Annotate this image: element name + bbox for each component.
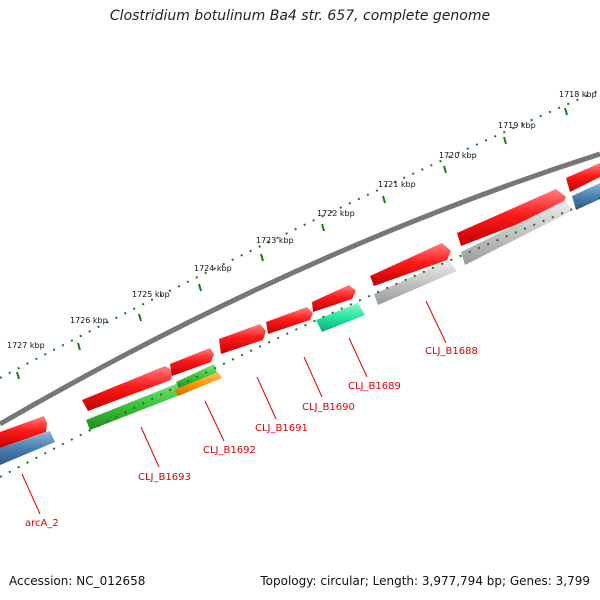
major-tick [382,195,386,204]
major-tick [198,283,202,292]
major-tick [443,165,447,174]
cds-forward [219,324,266,354]
scale-label: 1719 kbp [498,121,536,130]
cds-orange [174,372,222,396]
cds-forward [370,243,451,286]
scale-label: 1722 kbp [317,209,355,218]
leader-line [425,300,447,344]
major-tick [77,342,81,351]
gene-labels: CLJ_B1688 CLJ_B1689 CLJ_B1690 CLJ_B1691 … [25,346,478,529]
gene-label: CLJ_B1691 [255,423,308,434]
scale-label: 1723 kbp [256,236,294,245]
scale-label: 1718 kbp [559,90,597,99]
scale-major-ticks [16,107,568,380]
gene-label: CLJ_B1693 [138,472,191,483]
cds-green [86,380,188,430]
genome-backbone [0,151,600,427]
scale-labels: 1718 kbp 1719 kbp 1720 kbp 1721 kbp 1722… [7,90,597,350]
cds-blue [572,183,600,210]
leader-line [140,426,160,468]
major-tick [321,223,325,232]
scale-label: 1721 kbp [378,180,416,189]
scale-label: 1724 kbp [194,264,232,273]
topology-text: Topology: circular; Length: 3,977,794 bp… [260,574,590,588]
leader-line [303,356,323,398]
cds-forward [266,307,313,334]
scale-label: 1727 kbp [7,341,45,350]
scale-label: 1725 kbp [132,290,170,299]
cds-gray [374,260,457,305]
cds-forward [0,416,47,448]
leader-line [204,400,225,442]
gene-label: CLJ_B1688 [425,346,478,357]
major-tick [16,371,20,380]
leader-line [256,376,277,420]
leader-line [348,337,368,378]
label-leader-lines [21,300,447,515]
inner-dotted-ring [0,197,600,478]
gene-label: arcA_2 [25,518,59,529]
leader-line [21,473,41,515]
cds-forward [566,163,600,192]
gene-label: CLJ_B1692 [203,445,256,456]
gene-label: CLJ_B1689 [348,381,401,392]
cds-forward [170,348,214,376]
map-title: Clostridium botulinum Ba4 str. 657, comp… [109,8,491,24]
cds-blue [0,431,55,465]
gene-label: CLJ_B1690 [302,402,355,413]
scale-label: 1726 kbp [70,316,108,325]
cds-teal [316,303,365,332]
scale-label: 1720 kbp [439,151,477,160]
major-tick [260,253,264,262]
cds-forward [312,285,356,312]
major-tick [564,107,568,116]
cds-forward [457,189,566,246]
major-tick [503,136,507,145]
accession-text: Accession: NC_012658 [9,574,146,588]
major-tick [138,313,142,322]
forward-cds-track [0,163,600,448]
cds-forward [82,366,173,411]
